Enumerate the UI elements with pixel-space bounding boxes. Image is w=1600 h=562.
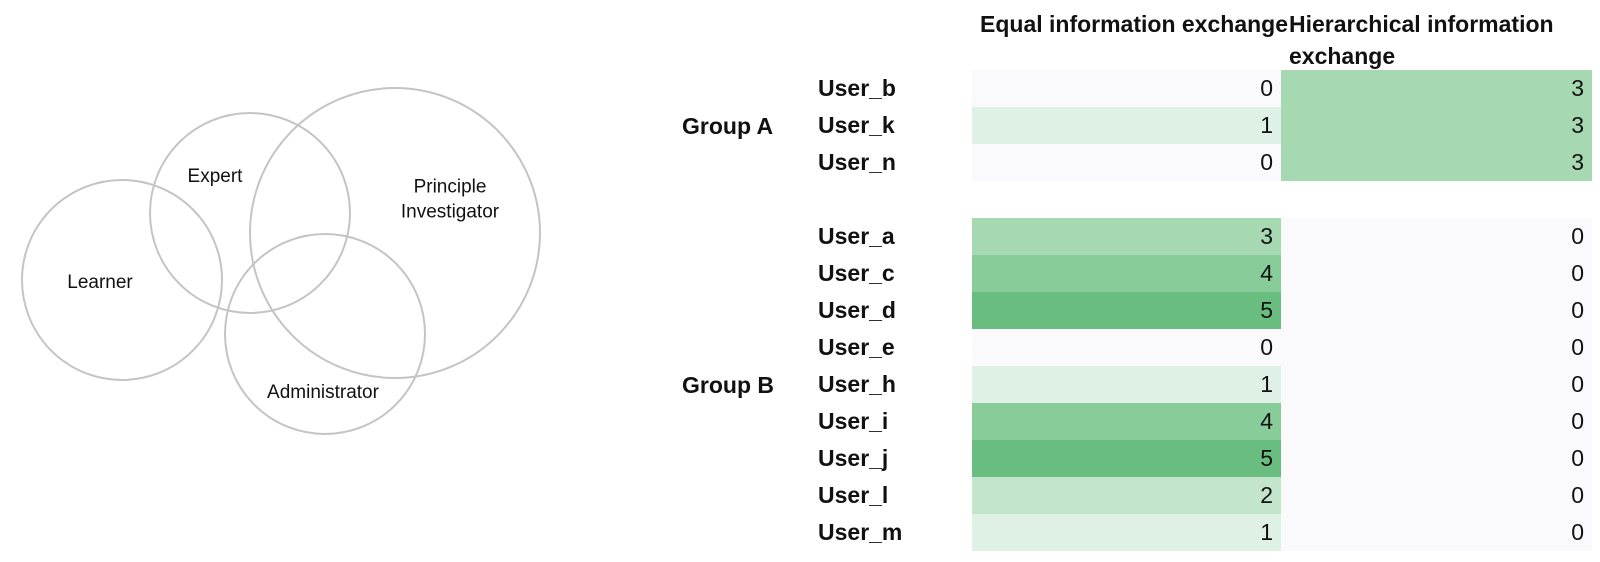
cell-hierarchical: 0	[1281, 218, 1592, 255]
venn-label-line: Administrator	[267, 382, 380, 403]
table-row: User_b 0 3	[0, 70, 1600, 107]
cell-equal: 4	[972, 403, 1281, 440]
cell-hierarchical: 3	[1281, 107, 1592, 144]
row-label-user: User_n	[818, 149, 896, 175]
column-header-hierarchical: Hierarchical information exchange	[1289, 11, 1554, 69]
venn-circle-administrator	[224, 233, 426, 435]
table-row: User_k 1 3	[0, 107, 1600, 144]
table-row: User_l 2 0	[0, 477, 1600, 514]
table-row: User_i 4 0	[0, 403, 1600, 440]
cell-equal: 0	[972, 329, 1281, 366]
table-row: User_n 0 3	[0, 144, 1600, 181]
row-label-user: User_h	[818, 371, 896, 397]
cell-equal: 5	[972, 292, 1281, 329]
venn-label-learner: Learner	[67, 272, 133, 293]
cell-hierarchical: 0	[1281, 255, 1592, 292]
table-row: User_d 5 0	[0, 292, 1600, 329]
venn-label-administrator: Administrator	[267, 382, 380, 403]
cell-equal: 0	[972, 70, 1281, 107]
venn-circle-principle-investigator	[249, 87, 541, 379]
cell-hierarchical: 0	[1281, 514, 1592, 551]
row-label-user: User_j	[818, 445, 889, 471]
group-label: Group B	[682, 371, 774, 398]
role-venn-diagram: Learner Expert Principle Investigator Admini…	[21, 87, 541, 435]
row-label-user: User_c	[818, 260, 895, 286]
table-row: User_c 4 0	[0, 255, 1600, 292]
cell-hierarchical: 0	[1281, 292, 1592, 329]
cell-hierarchical: 3	[1281, 144, 1592, 181]
row-label-user: User_a	[818, 223, 895, 249]
table-row: User_j 5 0	[0, 440, 1600, 477]
table-row: User_h 1 0	[0, 366, 1600, 403]
cell-hierarchical: 0	[1281, 366, 1592, 403]
row-label-user: User_b	[818, 75, 896, 101]
row-label-user: User_m	[818, 519, 903, 545]
cell-hierarchical: 0	[1281, 440, 1592, 477]
cell-equal: 0	[972, 144, 1281, 181]
venn-label-principle-investigator: Principle Investigator	[401, 177, 500, 223]
group-label: Group A	[682, 112, 774, 139]
cell-equal: 4	[972, 255, 1281, 292]
row-label-user: User_l	[818, 482, 889, 508]
table-row: User_m 1 0	[0, 514, 1600, 551]
cell-equal: 5	[972, 440, 1281, 477]
cell-hierarchical: 0	[1281, 329, 1592, 366]
table-row: User_a 3 0	[0, 218, 1600, 255]
venn-circle-learner	[21, 179, 223, 381]
venn-label-line: Principle	[414, 177, 487, 198]
cell-equal: 1	[972, 107, 1281, 144]
row-label-user: User_i	[818, 408, 889, 434]
cell-equal: 3	[972, 218, 1281, 255]
cell-equal: 1	[972, 366, 1281, 403]
cell-equal: 2	[972, 477, 1281, 514]
table-row: User_e 0 0	[0, 329, 1600, 366]
column-header-equal: Equal information exchange	[980, 11, 1288, 37]
row-label-user: User_e	[818, 334, 895, 360]
venn-circle-expert	[149, 112, 351, 314]
venn-label-expert: Expert	[188, 166, 244, 187]
cell-equal: 1	[972, 514, 1281, 551]
venn-label-line: Investigator	[401, 202, 500, 223]
cell-hierarchical: 0	[1281, 477, 1592, 514]
row-label-user: User_d	[818, 297, 896, 323]
venn-label-line: Learner	[67, 272, 133, 293]
cell-hierarchical: 0	[1281, 403, 1592, 440]
cell-hierarchical: 3	[1281, 70, 1592, 107]
row-label-user: User_k	[818, 112, 895, 138]
venn-label-line: Expert	[188, 166, 244, 187]
